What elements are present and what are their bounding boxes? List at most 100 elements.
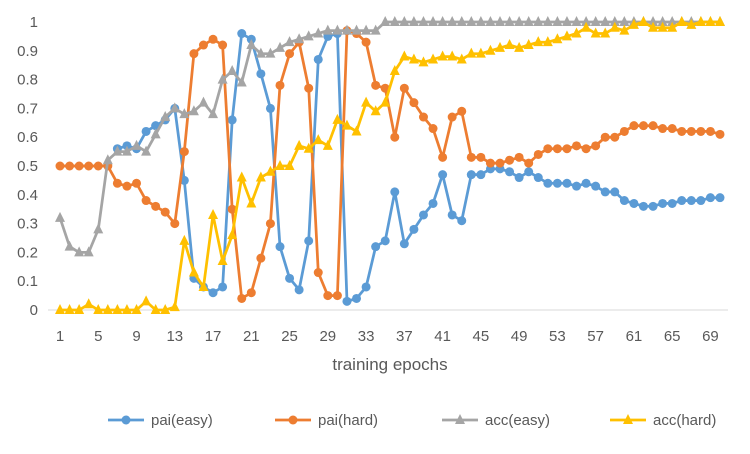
data-point: [93, 223, 104, 234]
data-point: [294, 285, 304, 295]
x-tick-label: 1: [56, 328, 64, 345]
data-point: [457, 106, 467, 116]
data-point: [667, 16, 678, 26]
data-point: [112, 304, 123, 314]
legend-swatch-marker: [623, 414, 633, 424]
data-point: [677, 196, 687, 206]
data-point: [542, 36, 553, 47]
data-point: [131, 139, 142, 150]
data-point: [457, 216, 467, 226]
data-point: [495, 41, 505, 52]
data-point: [475, 47, 486, 58]
series-pai-hard: [55, 26, 725, 303]
data-point: [705, 16, 716, 26]
data-point: [705, 193, 715, 203]
y-tick-label: 0.2: [17, 244, 38, 261]
y-tick-label: 0.6: [17, 129, 38, 146]
data-point: [571, 27, 582, 38]
data-point: [265, 47, 276, 58]
data-point: [591, 181, 601, 191]
data-point: [237, 29, 247, 39]
data-point: [55, 161, 65, 171]
data-point: [591, 141, 601, 151]
data-point: [150, 304, 161, 314]
data-point: [495, 16, 505, 26]
data-point: [256, 253, 266, 263]
data-point: [303, 142, 314, 153]
data-point: [332, 113, 343, 124]
data-point: [600, 16, 611, 26]
data-point: [609, 16, 620, 26]
data-point: [93, 304, 104, 314]
data-point: [275, 41, 285, 52]
data-point: [102, 154, 113, 165]
x-tick-label: 45: [473, 328, 490, 345]
data-point: [208, 208, 219, 219]
data-point: [438, 152, 448, 162]
data-point: [255, 171, 266, 182]
data-point: [629, 198, 639, 208]
data-point: [571, 16, 582, 26]
data-point: [246, 288, 256, 298]
data-point: [399, 239, 409, 249]
data-point: [256, 69, 266, 79]
data-point: [495, 158, 505, 168]
data-point: [447, 112, 457, 122]
data-point: [121, 304, 132, 314]
x-tick-label: 65: [664, 328, 681, 345]
data-point: [371, 80, 381, 90]
data-point: [188, 105, 199, 116]
data-point: [294, 33, 305, 44]
series-line: [117, 32, 720, 303]
data-point: [370, 105, 381, 116]
data-point: [265, 219, 275, 229]
data-point: [380, 236, 390, 246]
data-point: [505, 155, 515, 165]
data-point: [523, 39, 534, 50]
data-point: [380, 96, 391, 107]
data-point: [332, 291, 342, 301]
data-point: [504, 16, 515, 26]
x-tick-label: 41: [434, 328, 451, 345]
data-point: [600, 187, 610, 197]
data-point: [514, 41, 525, 52]
data-point: [294, 139, 305, 150]
data-point: [198, 96, 209, 107]
data-point: [141, 196, 151, 206]
x-tick-label: 61: [626, 328, 643, 345]
data-point: [686, 196, 696, 206]
data-point: [371, 242, 381, 252]
data-point: [352, 293, 362, 303]
x-tick-label: 57: [587, 328, 604, 345]
legend-label: acc(easy): [485, 412, 550, 429]
x-tick-label: 13: [166, 328, 183, 345]
legend-label: pai(easy): [151, 412, 213, 429]
data-point: [648, 121, 658, 131]
data-point: [581, 178, 591, 188]
data-point: [227, 204, 237, 214]
data-point: [638, 121, 648, 131]
data-point: [217, 255, 228, 266]
data-point: [285, 273, 295, 283]
data-point: [179, 234, 190, 245]
data-point: [304, 236, 314, 246]
data-point: [361, 96, 372, 107]
series-line: [60, 29, 721, 300]
data-point: [447, 210, 457, 220]
data-point: [418, 210, 428, 220]
data-point: [55, 304, 65, 314]
data-point: [485, 44, 496, 55]
data-point: [151, 201, 161, 211]
data-point: [361, 282, 371, 292]
data-point: [55, 211, 65, 222]
data-point: [609, 21, 620, 32]
data-point: [83, 298, 94, 309]
data-point: [485, 16, 496, 26]
data-point: [246, 39, 257, 50]
legend: pai(easy) pai(hard) acc(easy) acc(hard): [108, 412, 716, 429]
legend-swatch-marker: [455, 414, 465, 424]
data-point: [255, 47, 266, 58]
y-tick-label: 0.4: [17, 187, 38, 204]
data-point: [275, 80, 285, 90]
